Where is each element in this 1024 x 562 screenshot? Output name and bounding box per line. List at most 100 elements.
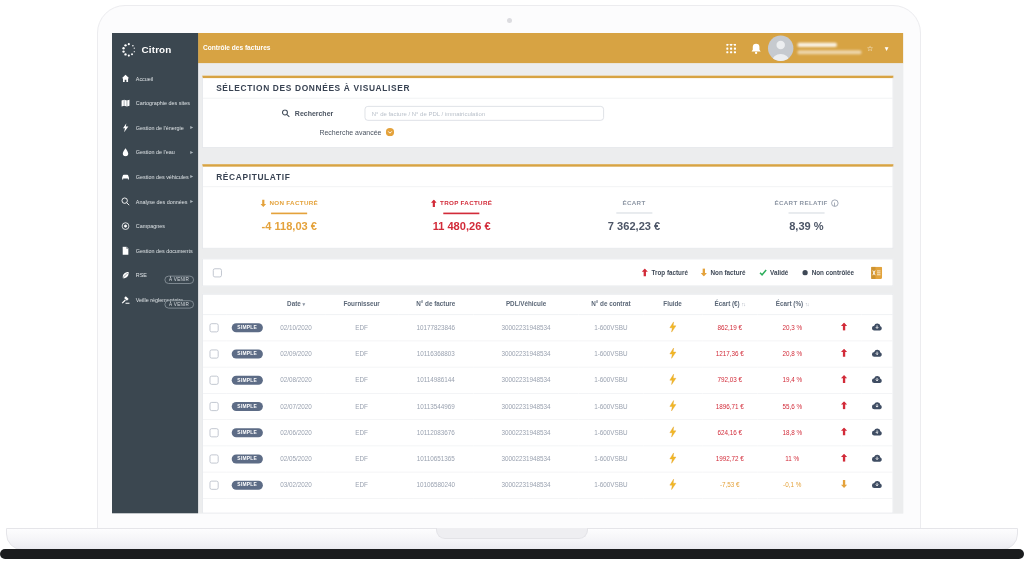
bell-icon[interactable] [751, 42, 762, 53]
cell-supplier: EDF [325, 367, 398, 393]
cell-date: 02/08/2020 [267, 367, 325, 393]
col-header-date[interactable]: Date ▾ [267, 295, 325, 315]
download-icon[interactable] [862, 341, 893, 367]
cell-date: 02/09/2020 [267, 341, 325, 367]
cell-ecart-eur: 792,03 € [702, 367, 757, 393]
status-arrow-icon [827, 393, 861, 419]
download-icon[interactable] [862, 367, 893, 393]
col-header-fournisseur[interactable]: Fournisseur [325, 295, 398, 315]
recap-title: RÉCAPITULATIF [203, 167, 893, 188]
excel-export-icon[interactable] [871, 266, 883, 278]
advanced-search-link[interactable]: Recherche avancée [203, 128, 893, 136]
download-icon[interactable] [862, 446, 893, 472]
user-name-redacted[interactable] [798, 42, 862, 53]
brand-logo[interactable]: Citron [112, 33, 198, 66]
type-badge: SIMPLE [232, 376, 263, 385]
user-avatar[interactable] [768, 35, 793, 60]
water-icon [121, 147, 130, 156]
row-checkbox[interactable] [210, 349, 219, 358]
cell-ecart-pct: 55,6 % [757, 393, 827, 419]
legend-valid-: Validé [759, 268, 789, 276]
page: Citron AccueilCartographie des sitesGest… [0, 0, 1024, 562]
col-header-empty [827, 295, 861, 315]
stat--cart-relatif: ÉCART RELATIFi8,39 % [720, 199, 892, 232]
col-header-fluide[interactable]: Fluide [643, 295, 702, 315]
cell-ecart-eur: 1217,36 € [702, 341, 757, 367]
invoice-row[interactable]: SIMPLE02/07/2020EDF101135449693000223194… [203, 393, 893, 419]
gavel-icon [121, 295, 130, 304]
cell-supplier: EDF [325, 393, 398, 419]
brand-name: Citron [142, 44, 172, 55]
cell-supplier: EDF [325, 341, 398, 367]
sidebar-item-campagnes[interactable]: Campagnes [112, 213, 198, 238]
col-header-pdl-v-hicule[interactable]: PDL/Véhicule [473, 295, 579, 315]
cell-ecart-pct: 11 % [757, 446, 827, 472]
search-input[interactable] [364, 106, 603, 121]
cell-ecart-eur: 1896,71 € [702, 393, 757, 419]
cell-pdl: 30002231948534 [473, 393, 579, 419]
col-header-n-de-contrat[interactable]: N° de contrat [579, 295, 643, 315]
col-header-empty [203, 295, 227, 315]
star-icon[interactable]: ☆ [867, 44, 874, 52]
laptop-camera [507, 18, 512, 23]
expand-caret-icon: ▸ [190, 173, 193, 180]
invoice-row[interactable]: SIMPLE 02/08/2020EDF101149861443000223194… [203, 367, 893, 393]
cell-ecart-pct: 18,8 % [757, 419, 827, 445]
sidebar-item-gestion-de-l-eau[interactable]: Gestion de l'eau▸ [112, 140, 198, 165]
cell-invoice-number: 10116368803 [398, 341, 473, 367]
cell-invoice-number: 10113544969 [398, 393, 473, 419]
download-icon[interactable] [862, 314, 893, 340]
cell-ecart-eur: 862,19 € [702, 314, 757, 340]
select-all-checkbox[interactable] [213, 268, 222, 277]
stat-non-factur-: NON FACTURÉ-4 118,03 € [203, 199, 375, 232]
type-badge: SIMPLE [232, 402, 263, 411]
sidebar-item-analyse-des-donn-es[interactable]: Analyse des données▸ [112, 189, 198, 214]
type-badge: SIMPLE [232, 323, 263, 332]
col-header--cart-%-[interactable]: Écart (%) ↑↓ [757, 295, 827, 315]
row-checkbox[interactable] [210, 402, 219, 411]
row-checkbox[interactable] [210, 480, 219, 489]
row-checkbox[interactable] [210, 376, 219, 385]
invoice-row[interactable]: SIMPLE02/06/2020EDF101120836763000223194… [203, 419, 893, 445]
status-arrow-icon [827, 446, 861, 472]
download-icon[interactable] [862, 472, 893, 498]
invoice-row[interactable]: SIMPLE02/05/2020EDF101106513653000223194… [203, 446, 893, 472]
sidebar-item-gestion-des-documents[interactable]: Gestion des documents [112, 238, 198, 263]
sidebar-item-cartographie-des-sites[interactable]: Cartographie des sites [112, 90, 198, 115]
cell-contract: 1-600VSBU [579, 367, 643, 393]
invoice-row[interactable]: SIMPLE03/02/2020EDF101065802403000223194… [203, 472, 893, 498]
type-badge: SIMPLE [232, 454, 263, 463]
cell-supplier: EDF [325, 419, 398, 445]
content: SÉLECTION DES DONNÉES À VISUALISER Reche… [198, 63, 903, 513]
search-label: Rechercher [282, 109, 333, 117]
cell-contract: 1-600VSBU [579, 341, 643, 367]
col-header-n-de-facture[interactable]: N° de facture [398, 295, 473, 315]
row-checkbox[interactable] [210, 428, 219, 437]
apps-grid-icon[interactable] [727, 43, 737, 53]
download-icon[interactable] [862, 393, 893, 419]
sidebar-item-gestion-de-l-nergie[interactable]: Gestion de l'énergie▸ [112, 115, 198, 140]
col-header--cart-€-[interactable]: Écart (€) ↑↓ [702, 295, 757, 315]
invoice-row[interactable]: SIMPLE02/09/2020EDF101163688033000223194… [203, 341, 893, 367]
cell-invoice-number: 10114986144 [398, 367, 473, 393]
cell-pdl: 30002231948534 [473, 367, 579, 393]
sidebar-item-veille-r-glementaire[interactable]: Veille réglementaireÀ VENIR [112, 287, 198, 312]
map-icon [121, 98, 130, 107]
cell-supplier: EDF [325, 314, 398, 340]
expand-caret-icon: ▸ [190, 124, 193, 131]
row-checkbox[interactable] [210, 454, 219, 463]
info-icon[interactable]: i [831, 199, 838, 206]
legend-non-contr-l-e: Non contrôlée [801, 269, 854, 276]
cell-pdl: 30002231948534 [473, 472, 579, 498]
chevron-circle-down-icon [386, 128, 394, 136]
expand-caret-icon: ▸ [190, 198, 193, 205]
download-icon[interactable] [862, 419, 893, 445]
sidebar-item-rse[interactable]: RSEÀ VENIR [112, 263, 198, 288]
sidebar-item-gestion-des-v-hicules[interactable]: Gestion des véhicules▸ [112, 164, 198, 189]
row-checkbox[interactable] [210, 323, 219, 332]
sidebar-item-accueil[interactable]: Accueil [112, 66, 198, 91]
invoice-row[interactable]: SIMPLE02/10/2020EDF101778238463000223194… [203, 314, 893, 340]
cell-invoice-number: 10106580240 [398, 472, 473, 498]
cell-contract: 1-600VSBU [579, 472, 643, 498]
chevron-down-icon[interactable]: ▾ [885, 44, 889, 52]
